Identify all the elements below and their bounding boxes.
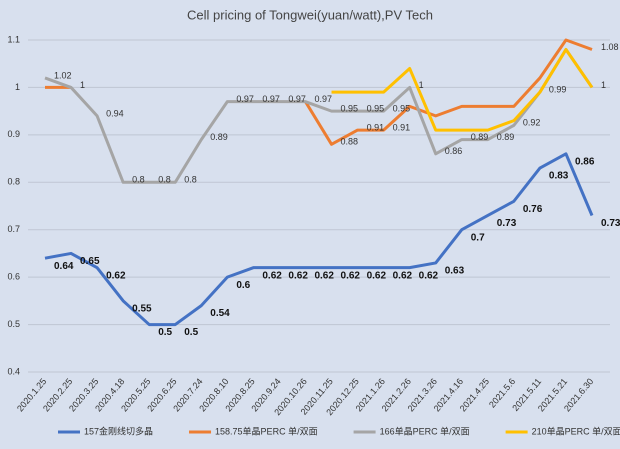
data-label: 0.62 — [341, 270, 361, 281]
data-label: 0.83 — [549, 171, 569, 182]
chart-title: Cell pricing of Tongwei(yuan/watt),PV Te… — [187, 7, 433, 22]
data-label: 0.63 — [445, 266, 465, 277]
legend-label: 210单晶PERC 单/双面 — [532, 425, 620, 436]
data-label: 0.7 — [471, 232, 485, 243]
data-label: 0.97 — [262, 94, 280, 104]
data-label: 0.64 — [54, 261, 74, 272]
data-label: 0.62 — [393, 270, 413, 281]
series-line — [304, 38, 593, 146]
data-label: 0.86 — [445, 146, 463, 156]
data-label: 0.89 — [471, 132, 489, 142]
data-label: 0.6 — [236, 280, 250, 291]
data-label: 0.97 — [288, 94, 306, 104]
data-label: 0.91 — [393, 122, 411, 132]
y-tick-label: 0.4 — [7, 366, 20, 376]
data-label: 0.54 — [210, 308, 230, 319]
y-tick-label: 0.6 — [7, 272, 20, 282]
data-label: 0.89 — [210, 132, 228, 142]
data-label: 0.62 — [419, 270, 439, 281]
data-label: 0.62 — [106, 270, 126, 281]
y-tick-label: 1 — [15, 82, 20, 92]
data-label: 0.97 — [314, 94, 332, 104]
series-line — [44, 152, 594, 327]
data-label: 1 — [601, 80, 606, 90]
data-label: 0.65 — [80, 256, 100, 267]
data-label: 0.73 — [601, 218, 620, 229]
y-tick-label: 0.9 — [7, 129, 20, 139]
legend-label: 166单晶PERC 单/双面 — [380, 425, 470, 436]
data-label: 1 — [80, 80, 85, 90]
data-label: 0.95 — [393, 104, 411, 114]
data-label: 0.86 — [575, 156, 595, 167]
legend-label: 157金刚线切多晶 — [84, 425, 153, 436]
data-label: 0.62 — [262, 270, 282, 281]
y-tick-label: 0.5 — [7, 319, 20, 329]
data-label: 0.5 — [158, 327, 172, 338]
data-label: 0.91 — [367, 122, 385, 132]
data-label: 1.08 — [601, 42, 619, 52]
data-label: 0.94 — [106, 108, 124, 118]
data-label: 0.5 — [184, 327, 198, 338]
data-label: 0.92 — [523, 118, 541, 128]
data-label: 0.8 — [158, 175, 171, 185]
series-line — [44, 47, 594, 184]
data-label: 0.76 — [523, 204, 543, 215]
data-label: 1.02 — [54, 70, 72, 80]
data-label: 0.55 — [132, 303, 152, 314]
data-label: 1 — [419, 80, 424, 90]
series-line — [331, 47, 594, 132]
data-label: 0.95 — [367, 104, 385, 114]
data-label: 0.62 — [314, 270, 334, 281]
data-label: 0.88 — [341, 137, 359, 147]
data-label: 0.8 — [132, 175, 145, 185]
legend-label: 158.75单晶PERC 单/双面 — [215, 425, 318, 436]
y-tick-label: 0.7 — [7, 224, 20, 234]
data-label: 0.89 — [497, 132, 515, 142]
data-label: 0.8 — [184, 175, 197, 185]
y-tick-label: 0.8 — [7, 177, 20, 187]
data-label: 0.73 — [497, 218, 517, 229]
data-label: 0.95 — [341, 104, 359, 114]
data-label: 0.62 — [288, 270, 308, 281]
data-label: 0.62 — [367, 270, 387, 281]
y-tick-label: 1.1 — [7, 34, 20, 44]
data-label: 0.99 — [549, 85, 567, 95]
data-label: 0.97 — [236, 94, 254, 104]
